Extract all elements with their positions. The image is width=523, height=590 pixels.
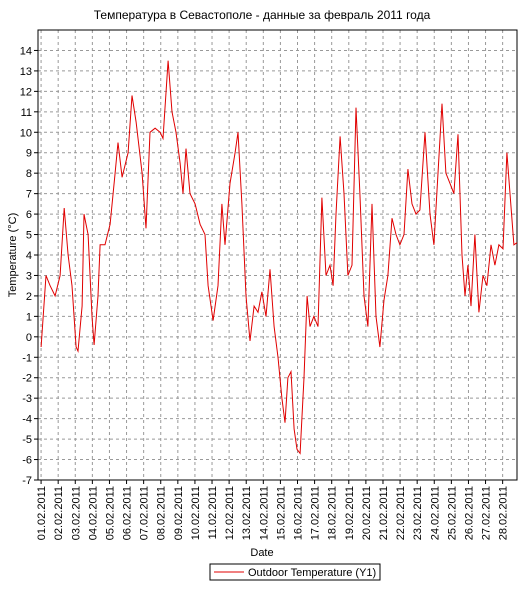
y-tick-label: 4 — [26, 250, 32, 262]
y-tick-label: -2 — [22, 373, 32, 385]
y-tick-label: 5 — [26, 230, 32, 242]
y-tick-label: 9 — [26, 148, 32, 160]
x-tick-label: 08.02.2011 — [156, 486, 168, 540]
y-tick-label: 6 — [26, 209, 32, 221]
x-tick-label: 19.02.2011 — [344, 486, 356, 540]
y-tick-label: 14 — [20, 45, 32, 57]
y-axis-label: Temperature (°C) — [7, 213, 19, 297]
x-tick-label: 20.02.2011 — [361, 486, 373, 540]
y-tick-label: -3 — [22, 393, 32, 405]
x-tick-label: 09.02.2011 — [173, 486, 185, 540]
x-tick-label: 05.02.2011 — [104, 486, 116, 540]
x-tick-label: 15.02.2011 — [275, 486, 287, 540]
x-tick-label: 25.02.2011 — [446, 486, 458, 540]
x-axis-label: Date — [250, 547, 273, 559]
y-tick-label: 7 — [26, 189, 32, 201]
legend-box — [209, 563, 381, 581]
y-tick-label: -5 — [22, 434, 32, 446]
x-tick-label: 22.02.2011 — [395, 486, 407, 540]
plot-border — [37, 29, 518, 481]
x-tick-label: 06.02.2011 — [122, 486, 134, 540]
x-tick-label: 18.02.2011 — [327, 486, 339, 540]
y-tick-label: 11 — [21, 107, 32, 119]
y-tick-label: -1 — [22, 352, 32, 364]
x-tick-label: 28.02.2011 — [498, 486, 510, 540]
y-tick-label: -7 — [22, 475, 32, 487]
x-tick-label: 03.02.2011 — [70, 486, 82, 540]
x-tick-label: 01.02.2011 — [36, 486, 48, 540]
x-tick-label: 12.02.2011 — [224, 486, 236, 540]
y-tick-label: 2 — [26, 291, 32, 303]
x-tick-label: 13.02.2011 — [241, 486, 253, 540]
y-tick-label: -6 — [22, 455, 32, 467]
data-line — [40, 60, 518, 455]
x-tick-label: 16.02.2011 — [293, 486, 305, 540]
x-tick-label: 27.02.2011 — [481, 486, 493, 540]
x-tick-label: 14.02.2011 — [258, 486, 270, 540]
x-tick-label: 21.02.2011 — [378, 486, 390, 540]
x-tick-label: 17.02.2011 — [310, 486, 322, 540]
x-tick-label: 10.02.2011 — [190, 486, 202, 540]
y-tick-label: 1 — [26, 311, 32, 323]
y-tick-label: 10 — [20, 127, 32, 139]
x-tick-label: 24.02.2011 — [429, 486, 441, 540]
x-tick-label: 23.02.2011 — [412, 486, 424, 540]
chart-title: Температура в Севастополе - данные за фе… — [94, 8, 431, 22]
y-tick-label: -4 — [22, 414, 32, 426]
y-tick-label: 0 — [26, 332, 32, 344]
x-tick-label: 02.02.2011 — [53, 486, 65, 540]
x-tick-label: 04.02.2011 — [87, 486, 99, 540]
y-tick-label: 3 — [26, 270, 32, 282]
y-tick-label: 12 — [20, 86, 32, 98]
y-tick-label: 8 — [26, 168, 32, 180]
legend-label: Outdoor Temperature (Y1) — [248, 567, 376, 579]
x-tick-label: 11.02.2011 — [207, 486, 219, 539]
x-tick-label: 07.02.2011 — [139, 486, 151, 540]
y-tick-label: 13 — [20, 66, 32, 78]
x-tick-label: 26.02.2011 — [463, 486, 475, 540]
